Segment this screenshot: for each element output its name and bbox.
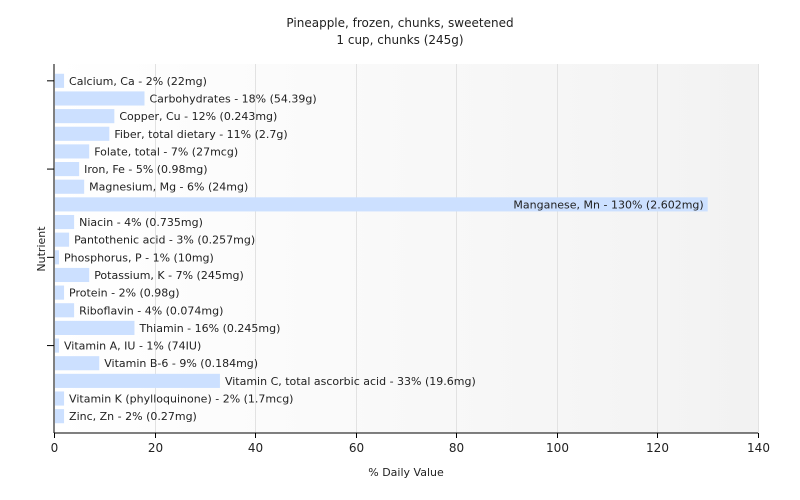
bar-label: Fiber, total dietary - 11% (2.7g) [114, 128, 287, 141]
bar [55, 179, 85, 194]
grid [155, 64, 759, 433]
bar-label: Pantothenic acid - 3% (0.257mg) [74, 234, 255, 247]
bar-label: Iron, Fe - 5% (0.98mg) [84, 163, 207, 176]
bar [55, 126, 110, 141]
bars [55, 73, 708, 424]
bar [55, 285, 65, 300]
x-tick-label: 60 [349, 441, 364, 455]
bar-label: Vitamin K (phylloquinone) - 2% (1.7mcg) [69, 393, 293, 406]
x-tick-label: 80 [449, 441, 464, 455]
bar-label: Vitamin A, IU - 1% (74IU) [64, 340, 201, 353]
chart-subtitle: 1 cup, chunks (245g) [336, 33, 463, 47]
bar [55, 356, 100, 371]
chart-title: Pineapple, frozen, chunks, sweetened [286, 16, 513, 30]
bar [55, 320, 135, 335]
x-tick-label: 0 [51, 441, 59, 455]
bar-label: Thiamin - 16% (0.245mg) [138, 322, 280, 335]
bar [55, 391, 65, 406]
bar-label: Potassium, K - 7% (245mg) [94, 269, 244, 282]
bar [55, 267, 90, 283]
x-tick-label: 140 [747, 441, 770, 455]
bar-labels: Calcium, Ca - 2% (22mg) Carbohydrates - 1… [64, 75, 704, 423]
bar-label: Niacin - 4% (0.735mg) [79, 216, 203, 229]
bar-label: Carbohydrates - 18% (54.39g) [150, 92, 317, 105]
bar [55, 162, 80, 177]
bar-label: Magnesium, Mg - 6% (24mg) [89, 181, 248, 194]
x-ticks: 0 20 40 60 80 100 120 140 [51, 433, 770, 455]
bar-label: Calcium, Ca - 2% (22mg) [69, 75, 207, 88]
bar-label: Vitamin C, total ascorbic acid - 33% (19… [225, 375, 476, 388]
axes [53, 64, 758, 434]
bar-label: Vitamin B-6 - 9% (0.184mg) [104, 357, 258, 370]
bar [55, 214, 75, 230]
bar [55, 91, 145, 106]
bar-label: Zinc, Zn - 2% (0.27mg) [69, 410, 197, 423]
bar-label: Phosphorus, P - 1% (10mg) [64, 251, 214, 264]
bar [55, 373, 220, 388]
bar-label: Protein - 2% (0.98g) [69, 287, 180, 300]
bar [55, 338, 60, 353]
bar [55, 197, 708, 212]
plot-area [54, 64, 758, 433]
bar-label: Folate, total - 7% (27mcg) [94, 145, 238, 158]
x-axis-label: % Daily Value [368, 466, 444, 479]
y-axis-label: Nutrient [35, 226, 48, 272]
bar [55, 250, 60, 265]
bar-label: Copper, Cu - 12% (0.243mg) [119, 110, 277, 123]
bar [55, 144, 90, 159]
x-tick-label: 20 [148, 441, 163, 455]
x-tick-label: 40 [248, 441, 263, 455]
bar [55, 409, 65, 424]
bar [55, 303, 75, 318]
bar [55, 73, 65, 88]
bar-label: Manganese, Mn - 130% (2.602mg) [513, 198, 703, 211]
x-tick-label: 120 [646, 441, 669, 455]
bar [55, 109, 115, 124]
x-tick-label: 100 [546, 441, 569, 455]
bar-label: Riboflavin - 4% (0.074mg) [79, 304, 223, 317]
bar [55, 232, 70, 247]
y-ticks [47, 80, 54, 347]
